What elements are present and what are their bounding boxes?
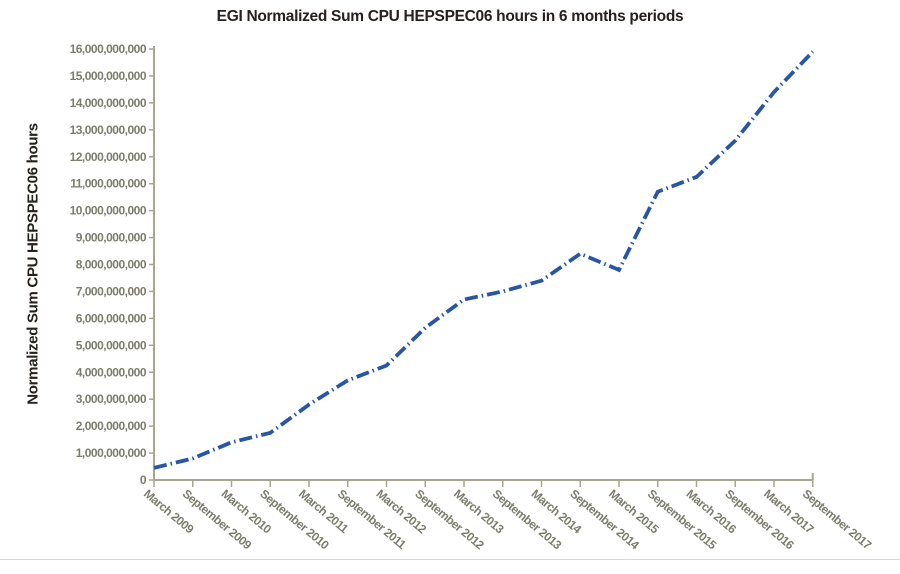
y-tick-label: 16,000,000,000	[70, 42, 147, 56]
x-tick-label: September 2010	[257, 487, 332, 553]
y-tick-label: 1,000,000,000	[76, 446, 147, 460]
bottom-divider	[0, 559, 900, 560]
y-tick-label: 10,000,000,000	[70, 204, 147, 218]
x-tick-label: September 2016	[722, 487, 797, 553]
y-tick-label: 15,000,000,000	[70, 69, 147, 83]
y-tick-label: 12,000,000,000	[70, 150, 147, 164]
x-tick-label: September 2012	[412, 487, 487, 553]
y-tick-label: 7,000,000,000	[76, 284, 147, 298]
y-tick-label: 6,000,000,000	[76, 311, 147, 325]
x-tick-label: September 2015	[645, 487, 720, 553]
x-tick-label: September 2014	[567, 487, 642, 553]
y-tick-label: 2,000,000,000	[76, 419, 147, 433]
y-tick-label: 3,000,000,000	[76, 392, 147, 406]
y-tick-label: 9,000,000,000	[76, 231, 147, 245]
y-axis-title: Normalized Sum CPU HEPSPEC06 hours	[24, 123, 42, 405]
x-tick-label: September 2011	[335, 487, 409, 552]
y-tick-label: 11,000,000,000	[70, 177, 147, 191]
data-line-series	[153, 50, 815, 470]
y-tick-label: 13,000,000,000	[70, 123, 147, 137]
y-tick-label: 8,000,000,000	[76, 258, 147, 272]
chart-title: EGI Normalized Sum CPU HEPSPEC06 hours i…	[216, 8, 684, 25]
y-tick-label: 0	[140, 473, 147, 487]
x-tick-label: September 2017	[800, 487, 875, 553]
y-tick-label: 4,000,000,000	[76, 365, 147, 379]
y-tick-label: 5,000,000,000	[76, 338, 147, 352]
x-tick-label: September 2013	[490, 487, 565, 553]
x-tick-label: September 2009	[180, 487, 255, 553]
y-tick-label: 14,000,000,000	[70, 96, 147, 110]
